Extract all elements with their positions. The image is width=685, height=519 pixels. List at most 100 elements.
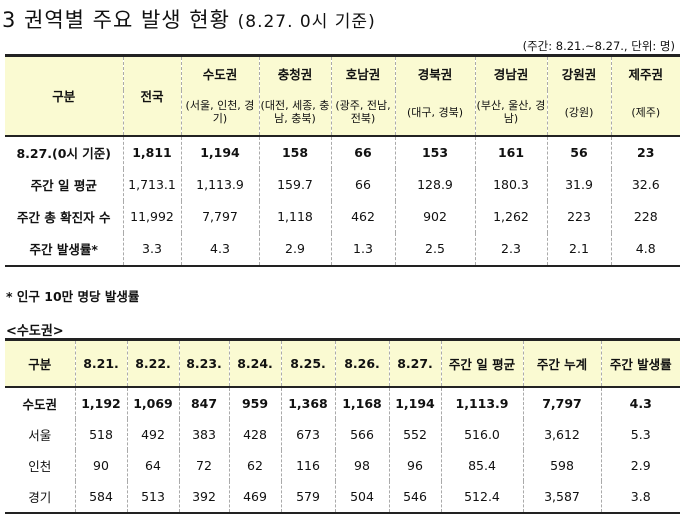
- table-cell: 4.3: [600, 386, 680, 419]
- table-cell: 62: [228, 450, 281, 481]
- header-region: 수도권: [180, 55, 259, 90]
- table-cell: 492: [126, 419, 179, 450]
- column-header: 구분: [5, 339, 75, 387]
- table-cell: 72: [178, 450, 229, 481]
- table-cell: 2.1: [546, 232, 611, 266]
- table-cell: 383: [178, 419, 229, 450]
- table-row: 수도권 1,192 1,069 847 959 1,368 1,168 1,194 1,113.…: [5, 386, 680, 419]
- row-label: 주간 총 확진자 수: [16, 210, 111, 225]
- table-cell: 1,113.9: [440, 386, 523, 419]
- table-cell: 516.0: [440, 419, 523, 450]
- table-row: 경기 584 513 392 469 579 504 546 512.4 3,587 3.8: [5, 481, 680, 513]
- table-cell: 1,194: [388, 386, 441, 419]
- table-row: 주간 일 평균 1,713.1 1,113.9 159.7 66 128.9 180.3 31…: [5, 168, 680, 201]
- column-header: 8.23.: [178, 339, 229, 387]
- page-title: 3 권역별 주요 발생 현황 (8.27. 0시 기준): [2, 4, 376, 34]
- table-row: 8.27.(0시 기준) 1,811 1,194 158 66 153 161 56 23: [5, 134, 680, 169]
- header-region-sub: (대전, 세종, 충남, 충북): [258, 89, 331, 136]
- table-cell: 96: [388, 450, 441, 481]
- row-label: 서울: [28, 428, 52, 443]
- table-cell: 64: [126, 450, 179, 481]
- row-label: 경기: [28, 490, 52, 505]
- table-cell: 7,797: [522, 386, 601, 419]
- table-cell: 512.4: [440, 481, 523, 513]
- column-header: 주간 발생률: [600, 339, 680, 387]
- table-cell: 3.3: [122, 232, 181, 266]
- table-cell: 4.8: [610, 232, 680, 266]
- table-cell: 504: [334, 481, 389, 513]
- table-cell: 98: [334, 450, 389, 481]
- header-region: 경북권: [394, 55, 475, 90]
- table-cell: 1,194: [180, 134, 259, 169]
- header-region: 강원권: [546, 55, 611, 90]
- table-cell: 153: [394, 134, 475, 169]
- table-cell: 1,118: [258, 200, 331, 233]
- column-header: 주간 일 평균: [440, 339, 523, 387]
- table-cell: 1,811: [122, 134, 181, 169]
- table-cell: 223: [546, 200, 611, 233]
- table-cell: 2.3: [474, 232, 547, 266]
- table-cell: 847: [178, 386, 229, 419]
- header-national: 전국: [122, 55, 181, 136]
- table-row: 인천 90 64 72 62 116 98 96 85.4 598 2.9: [5, 450, 680, 481]
- header-region: 제주권: [610, 55, 680, 90]
- table-cell: 90: [74, 450, 127, 481]
- table-cell: 1,192: [74, 386, 127, 419]
- table-cell: 85.4: [440, 450, 523, 481]
- header-region-sub: (대구, 경북): [394, 89, 475, 136]
- table-cell: 1,262: [474, 200, 547, 233]
- table-cell: 1,168: [334, 386, 389, 419]
- title-date: (8.27. 0시 기준): [237, 12, 376, 32]
- table-cell: 2.9: [600, 450, 680, 481]
- column-header: 8.24.: [228, 339, 281, 387]
- table-cell: 1,113.9: [180, 168, 259, 201]
- table-cell: 7,797: [180, 200, 259, 233]
- header-region-sub: (광주, 전남, 전북): [330, 89, 395, 136]
- table-cell: 469: [228, 481, 281, 513]
- table-cell: 3.8: [600, 481, 680, 513]
- regional-summary-table: 구분 전국 수도권 충청권 호남권 경북권 경남권 강원권 제주권 (서울, 인…: [5, 54, 680, 267]
- row-label: 수도권: [5, 386, 75, 419]
- table-cell: 180.3: [474, 168, 547, 201]
- table-cell: 902: [394, 200, 475, 233]
- table-cell: 56: [546, 134, 611, 169]
- table-row: 주간 총 확진자 수 11,992 7,797 1,118 462 902 1,262 223…: [5, 200, 680, 233]
- row-label: 8.27.(0시 기준): [5, 134, 123, 169]
- table-cell: 116: [280, 450, 335, 481]
- table-cell: 598: [522, 450, 601, 481]
- row-label: 인천: [28, 459, 52, 474]
- header-region: 호남권: [330, 55, 395, 90]
- header-region: 충청권: [258, 55, 331, 90]
- row-label: 주간 발생률*: [29, 242, 98, 257]
- table-cell: 2.9: [258, 232, 331, 266]
- capital-area-table: 구분 8.21. 8.22. 8.23. 8.24. 8.25. 8.26. 8.27. 주간 …: [5, 338, 680, 514]
- header-region-sub: (제주): [610, 89, 680, 136]
- header-region: 경남권: [474, 55, 547, 90]
- table-cell: 566: [334, 419, 389, 450]
- table-cell: 159.7: [258, 168, 331, 201]
- table-cell: 513: [126, 481, 179, 513]
- table-cell: 23: [610, 134, 680, 169]
- table-cell: 158: [258, 134, 331, 169]
- table-cell: 31.9: [546, 168, 611, 201]
- table-cell: 392: [178, 481, 229, 513]
- table-cell: 1,713.1: [122, 168, 181, 201]
- row-label: 주간 일 평균: [30, 178, 97, 193]
- footnote: * 인구 10만 명당 발생률: [6, 289, 140, 304]
- column-header: 8.22.: [126, 339, 179, 387]
- table-cell: 1,368: [280, 386, 335, 419]
- table-cell: 228: [610, 200, 680, 233]
- table-cell: 4.3: [180, 232, 259, 266]
- unit-note: (주간: 8.21.~8.27., 단위: 명): [522, 39, 675, 53]
- header-corner: 구분: [52, 89, 76, 105]
- table-cell: 428: [228, 419, 281, 450]
- table-cell: 959: [228, 386, 281, 419]
- section-subtitle: <수도권>: [6, 324, 64, 339]
- column-header: 8.27.: [388, 339, 441, 387]
- table-cell: 546: [388, 481, 441, 513]
- table-row: 서울 518 492 383 428 673 566 552 516.0 3,612 5.3: [5, 419, 680, 450]
- table-cell: 584: [74, 481, 127, 513]
- table-cell: 579: [280, 481, 335, 513]
- header-region-sub: (강원): [546, 89, 611, 136]
- header-region-sub: (부산, 울산, 경남): [474, 89, 547, 136]
